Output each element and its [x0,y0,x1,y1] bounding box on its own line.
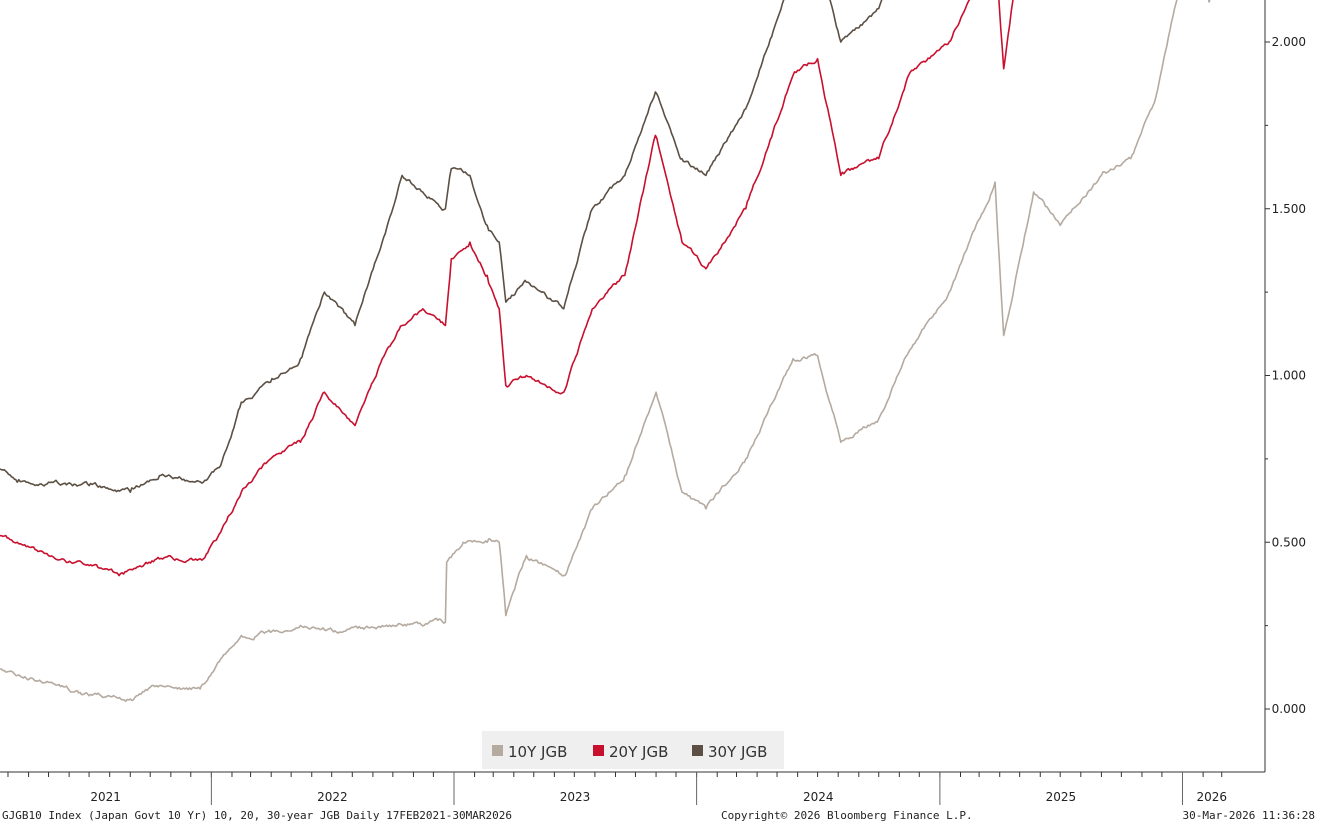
series-layer [0,0,1211,703]
legend-label-10y: 10Y JGB [508,743,567,761]
footer: GJGB10 Index (Japan Govt 10 Yr) 10, 20, … [2,809,1315,822]
series-line [0,0,1014,577]
x-year-label: 2024 [803,790,834,804]
y-tick-label: 1.500 [1272,202,1306,216]
series-line [0,0,883,493]
legend-background [482,731,784,769]
legend: 10Y JGB 20Y JGB 30Y JGB [482,731,784,769]
y-tick-label: 2.000 [1272,35,1306,49]
x-year-label: 2023 [560,790,591,804]
legend-label-20y: 20Y JGB [609,743,668,761]
legend-swatch-10y [492,745,503,756]
footer-copyright: Copyright© 2026 Bloomberg Finance L.P. [721,809,973,822]
x-year-label: 2022 [317,790,348,804]
y-tick-label: 0.000 [1272,702,1306,716]
legend-swatch-20y [593,745,604,756]
y-tick-label: 0.500 [1272,535,1306,549]
legend-swatch-30y [692,745,703,756]
x-year-label: 2026 [1196,790,1227,804]
y-axis: 0.0000.5001.0001.5002.0002.5003.0003.500… [1264,0,1306,772]
legend-label-30y: 30Y JGB [708,743,767,761]
x-year-label: 2025 [1046,790,1077,804]
series-line [0,0,1211,703]
x-axis: 2021 2022 2023 2024 2025 2026 [0,771,1265,805]
x-year-label: 2021 [90,790,121,804]
footer-timestamp: 30-Mar-2026 11:36:28 [1183,809,1315,822]
footer-source: GJGB10 Index (Japan Govt 10 Yr) 10, 20, … [2,809,512,822]
y-tick-label: 1.000 [1272,369,1306,383]
